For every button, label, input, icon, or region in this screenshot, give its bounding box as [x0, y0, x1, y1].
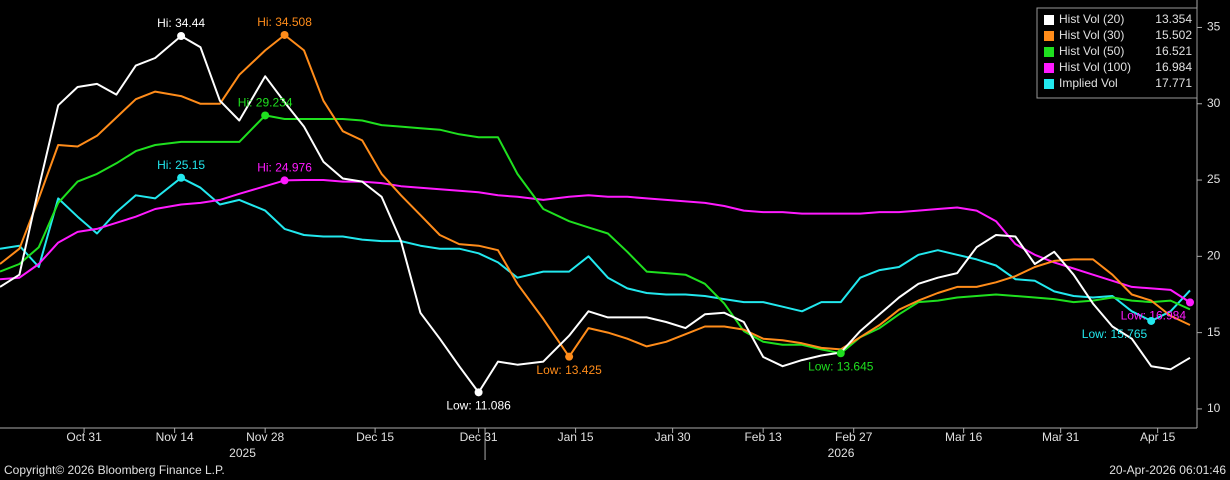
legend-name: Hist Vol (20): [1059, 12, 1124, 26]
annotation-marker: [1186, 298, 1194, 307]
annotation-label: Hi: 25.15: [157, 158, 205, 172]
y-tick-label: 30: [1207, 96, 1221, 110]
annotation-marker: [280, 176, 289, 185]
legend-name: Hist Vol (30): [1059, 28, 1124, 42]
annotation-marker: [261, 111, 270, 120]
series-line: [0, 35, 1191, 394]
annotation-marker: [565, 352, 574, 361]
series-line: [0, 176, 1191, 322]
annotation-label: Hi: 34.44: [157, 16, 205, 30]
x-tick-label: Oct 31: [66, 430, 102, 444]
annotation-label: Low: 11.086: [446, 399, 511, 413]
annotation-label: Low: 15.765: [1082, 327, 1148, 341]
x-tick-label: Feb 13: [744, 430, 782, 444]
x-tick-label: Dec 31: [460, 430, 498, 444]
x-tick-label: Feb 27: [835, 430, 873, 444]
copyright: Copyright© 2026 Bloomberg Finance L.P.: [4, 463, 225, 477]
annotation-marker: [1147, 316, 1156, 325]
y-tick-label: 25: [1207, 172, 1221, 186]
legend-swatch: [1044, 15, 1054, 25]
legend-swatch: [1044, 63, 1054, 73]
legend-name: Implied Vol: [1059, 76, 1118, 90]
series-line: [0, 114, 1191, 355]
annotation-label: Hi: 34.508: [257, 15, 312, 29]
annotation-marker: [177, 173, 186, 182]
legend-box: [1036, 7, 1198, 99]
annotation-label: Low: 16.984: [1121, 309, 1187, 323]
x-tick-label: Dec 15: [356, 430, 394, 444]
annotation-label: Hi: 24.976: [257, 161, 312, 175]
year-label: 2026: [828, 446, 855, 460]
annotation-marker: [177, 32, 186, 41]
legend-value: 16.984: [1155, 60, 1192, 74]
legend-value: 17.771: [1155, 76, 1192, 90]
legend-swatch: [1044, 47, 1054, 57]
annotation-marker: [280, 30, 289, 39]
legend-value: 16.521: [1155, 44, 1192, 58]
series-line: [0, 179, 1191, 304]
y-tick-label: 15: [1207, 325, 1221, 339]
y-tick-label: 20: [1207, 249, 1221, 263]
annotation-marker: [474, 388, 483, 397]
annotation-label: Low: 13.425: [536, 363, 602, 377]
x-tick-label: Mar 31: [1042, 430, 1080, 444]
legend-name: Hist Vol (100): [1059, 60, 1131, 74]
annotation-marker: [836, 349, 845, 358]
legend-swatch: [1044, 79, 1054, 89]
year-label: 2025: [229, 446, 256, 460]
y-tick-label: 10: [1207, 401, 1221, 415]
x-tick-label: Jan 30: [655, 430, 691, 444]
legend-name: Hist Vol (50): [1059, 44, 1124, 58]
x-tick-label: Mar 16: [945, 430, 983, 444]
legend: Hist Vol (20) 13.354 Hist Vol (30) 15.502 Hi…: [1036, 7, 1198, 99]
legend-value: 13.354: [1155, 12, 1192, 26]
x-tick-label: Jan 15: [558, 430, 594, 444]
y-tick-label: 35: [1207, 20, 1221, 34]
annotation-label: Low: 13.645: [808, 359, 874, 373]
x-tick-label: Nov 14: [156, 430, 194, 444]
timestamp: 20-Apr-2026 06:01:46: [1109, 463, 1226, 477]
x-tick-label: Apr 15: [1140, 430, 1176, 444]
annotation-label: Hi: 29.234: [238, 96, 293, 110]
legend-value: 15.502: [1155, 28, 1192, 42]
legend-swatch: [1044, 31, 1054, 41]
series-line: [0, 34, 1191, 358]
x-tick-label: Nov 28: [246, 430, 284, 444]
